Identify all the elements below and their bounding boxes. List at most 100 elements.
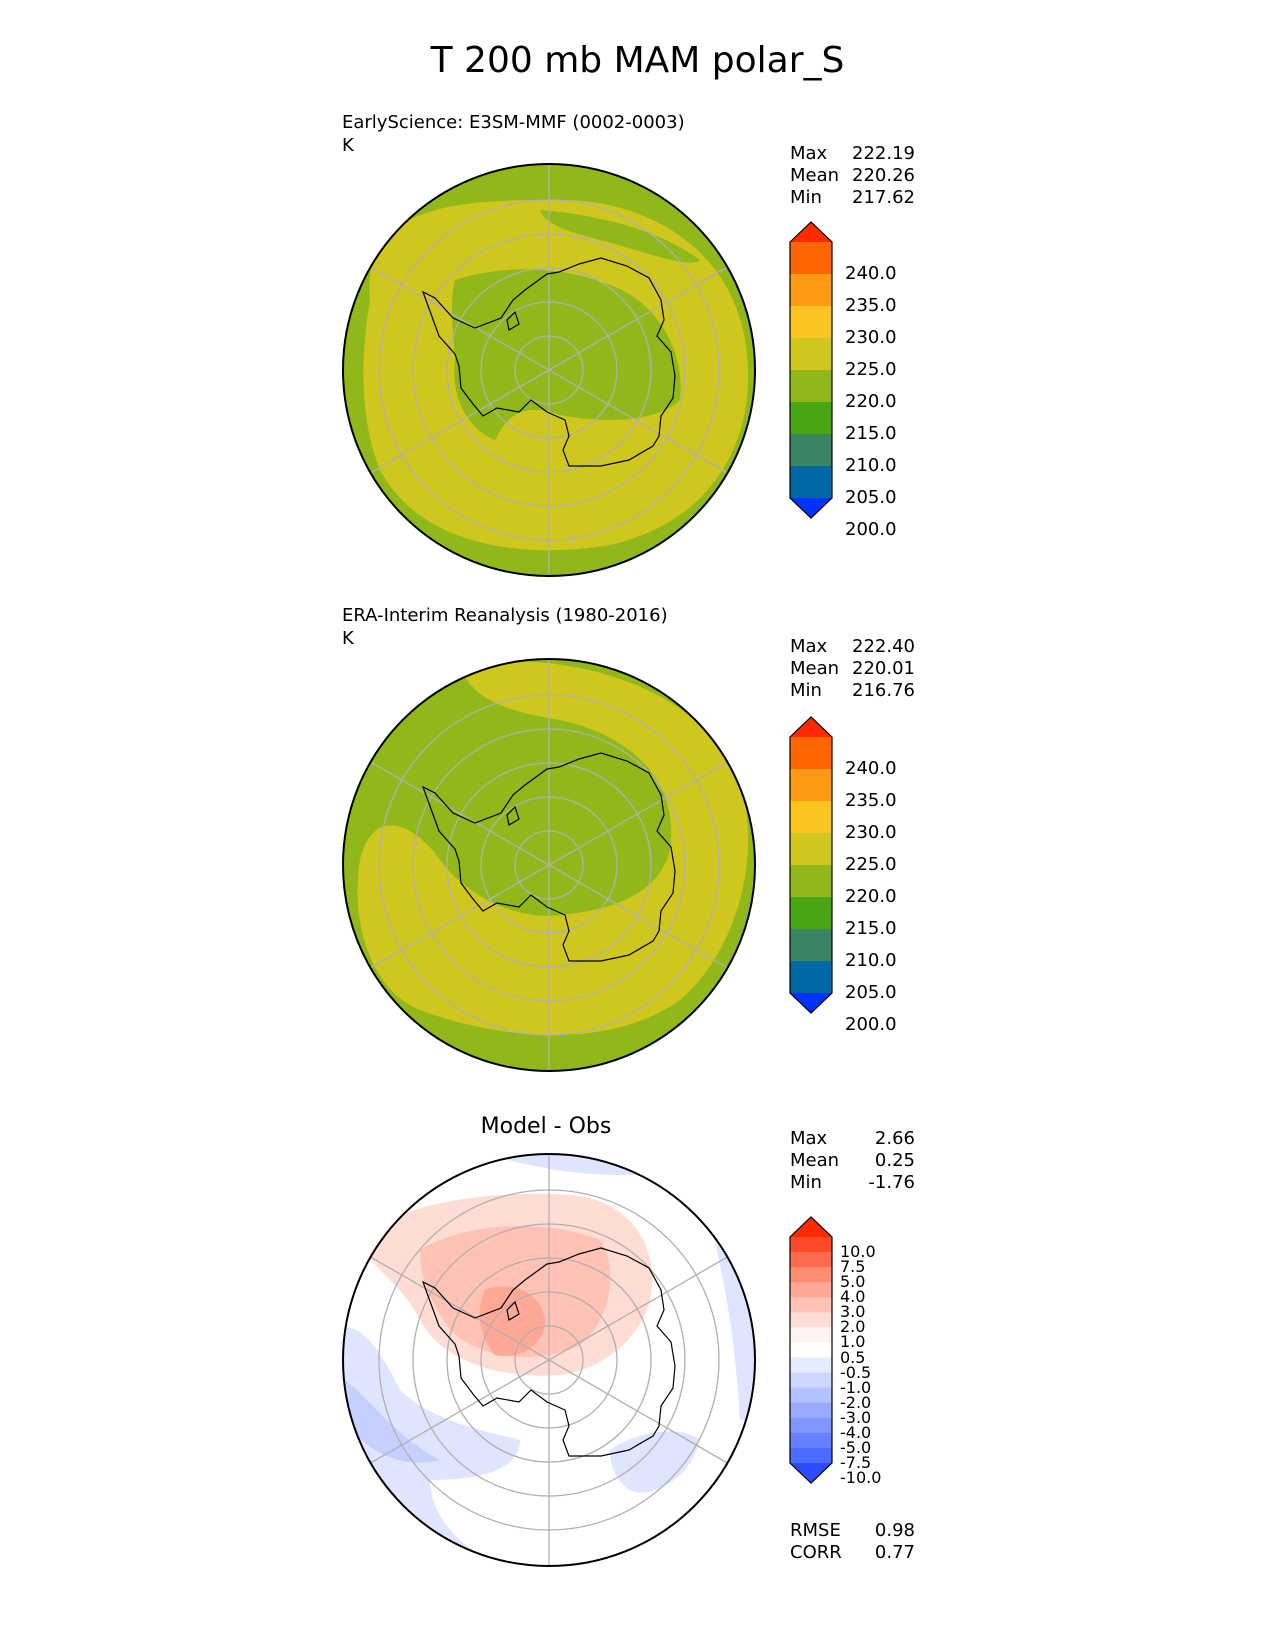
colorbar-swatch [790,1312,832,1328]
panel1-field-cold-band [540,210,700,263]
colorbar-tick-label: -3.0 [840,1407,872,1427]
panel2-units: K [342,628,354,649]
colorbar-swatch [790,402,832,435]
colorbar-extend-max [790,1217,832,1237]
colorbar-tick-label: 235.0 [845,295,897,316]
colorbar-swatch [790,801,832,834]
colorbar-tick-label: 230.0 [845,822,897,843]
panel2-coastline [421,752,676,962]
colorbar-swatch [790,1372,832,1389]
colorbar-swatch [790,1387,832,1404]
panel3-field-negative-se [610,1431,700,1493]
panel3-stat-max: Max 2.66 [790,1128,915,1149]
colorbar-swatch [790,1237,832,1253]
colorbar-swatch [790,929,832,962]
colorbar-tick-label: 215.0 [845,918,897,939]
colorbar1 [789,221,833,519]
panel1-gridlines [370,164,728,576]
panel3-field-negative-sw2 [345,1380,440,1463]
colorbar3 [789,1216,833,1484]
longitude-line [548,761,728,866]
longitude-line [548,369,728,474]
colorbar-tick-label: 225.0 [845,359,897,380]
colorbar-outline [789,716,833,1014]
longitude-line [370,864,550,969]
colorbar-tick-label: 235.0 [845,790,897,811]
colorbar-swatch [790,370,832,403]
colorbar-tick-label: 5.0 [840,1272,866,1292]
panel3-metrics: RMSE 0.98 CORR 0.77 [790,1520,915,1568]
colorbar-swatch [790,338,832,371]
panel3-stats: Max 2.66 Mean 0.25 Min -1.76 [790,1128,915,1198]
panel3-gridlines [370,1154,728,1566]
colorbar-swatch [790,466,832,499]
panel3-title: Model - Obs [480,1114,612,1139]
figure-title: T 200 mb MAM polar_S [430,40,845,81]
colorbar-tick-label: 205.0 [845,982,897,1003]
panel2-stats: Max 222.40 Mean 220.01 Min 216.76 [790,636,915,706]
colorbar-tick-label: -4.0 [840,1422,872,1442]
longitude-line [548,864,728,969]
panel2-stat-min: Min 216.76 [790,680,915,701]
longitude-line [370,761,550,866]
colorbar-extend-min [790,993,832,1013]
longitude-line [370,1359,550,1464]
antarctica-coastline [421,752,676,962]
colorbar-swatch [790,1402,832,1419]
colorbar-tick-label: 225.0 [845,854,897,875]
colorbar-swatch [790,242,832,275]
colorbar-tick-label: 4.0 [840,1287,866,1307]
longitude-line [548,266,728,371]
panel1-stat-mean: Mean 220.26 [790,165,915,186]
colorbar-swatch [790,1417,832,1434]
colorbar-tick-label: 240.0 [845,758,897,779]
colorbar-swatch [790,833,832,866]
colorbar-swatch [790,897,832,930]
island-coastline [506,1300,520,1321]
colorbar-swatch [790,961,832,994]
panel2-map-border [342,658,756,1072]
panel2-stat-mean: Mean 220.01 [790,658,915,679]
panel1-units: K [342,135,354,156]
colorbar-tick-label: -0.5 [840,1362,872,1382]
colorbar-tick-label: 200.0 [845,519,897,540]
colorbar-swatch [790,1267,832,1283]
island-coastline [506,805,520,826]
longitude-line [370,266,550,371]
longitude-line [548,1359,728,1464]
colorbar-swatch [790,1342,832,1359]
colorbar-swatch [790,769,832,802]
colorbar-outline [789,221,833,519]
colorbar-swatch [790,434,832,467]
colorbar-swatch [790,737,832,770]
panel1-stats: Max 222.19 Mean 220.26 Min 217.62 [790,143,915,213]
colorbar-extend-min [790,498,832,518]
panel1-field-cold [451,269,681,440]
panel3-metric-corr: CORR 0.77 [790,1542,915,1563]
colorbar-tick-label: -7.5 [840,1453,872,1472]
colorbar-tick-label: -1.0 [840,1377,872,1397]
panel1-title: EarlyScience: E3SM-MMF (0002-0003) [342,112,685,133]
antarctica-coastline [421,257,676,467]
colorbar-tick-label: 10.0 [840,1242,876,1262]
panel3-field-negative-e [700,1190,755,1420]
colorbar-tick-label: 210.0 [845,950,897,971]
panel1-map-border [342,163,756,577]
panel2-title: ERA-Interim Reanalysis (1980-2016) [342,605,668,626]
panel1-stat-min: Min 217.62 [790,187,915,208]
colorbar-tick-label: 215.0 [845,423,897,444]
colorbar-extend-max [790,222,832,242]
colorbar-tick-label: 200.0 [845,1014,897,1035]
colorbar-extend-max [790,717,832,737]
colorbar-tick-label: 240.0 [845,263,897,284]
colorbar-tick-label: -5.0 [840,1437,872,1457]
colorbar-swatch [790,1282,832,1298]
colorbar2 [789,716,833,1014]
panel3-stat-min: Min -1.76 [790,1172,915,1193]
colorbar-tick-label: 230.0 [845,327,897,348]
panel3-coastline [421,1247,676,1457]
colorbar-swatch [790,1327,832,1343]
longitude-line [548,1256,728,1361]
colorbar-swatch [790,306,832,339]
